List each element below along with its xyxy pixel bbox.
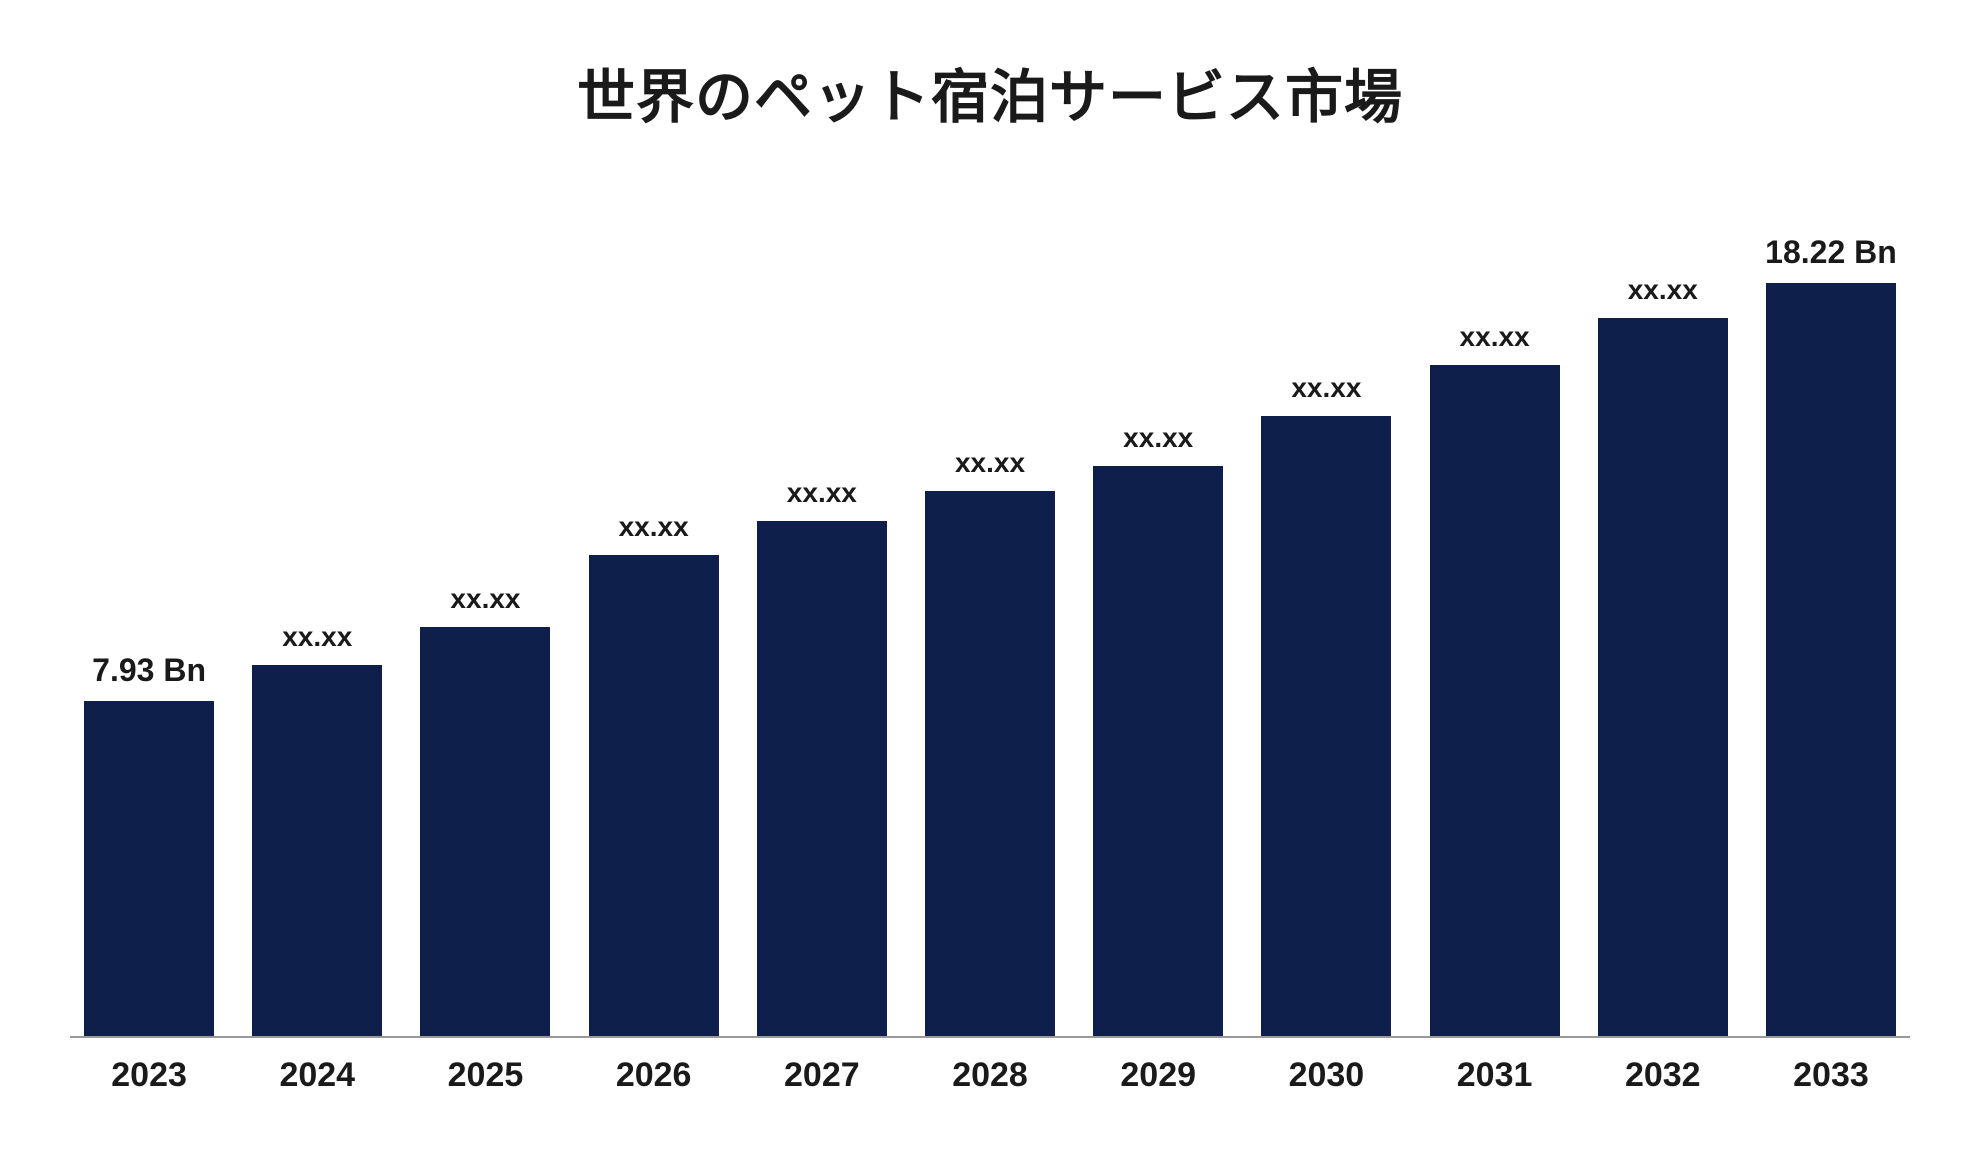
bar — [420, 627, 550, 1036]
bar — [1766, 283, 1896, 1036]
bar-value-label: 7.93 Bn — [92, 652, 206, 689]
bar-wrapper: xx.xx — [585, 234, 723, 1036]
bar-value-label: 18.22 Bn — [1765, 234, 1897, 271]
x-axis-label: 2032 — [1594, 1056, 1732, 1095]
bar-wrapper: xx.xx — [1257, 234, 1395, 1036]
chart-title: 世界のペット宿泊サービス市場 — [577, 50, 1403, 134]
x-axis-label: 2027 — [753, 1056, 891, 1095]
bar-wrapper: xx.xx — [753, 234, 891, 1036]
bar-wrapper: xx.xx — [416, 234, 554, 1036]
bar-wrapper: xx.xx — [921, 234, 1059, 1036]
bar — [757, 521, 887, 1036]
bar-wrapper: xx.xx — [248, 234, 386, 1036]
bar — [84, 701, 214, 1036]
x-axis-label: 2030 — [1257, 1056, 1395, 1095]
bar-wrapper: xx.xx — [1089, 234, 1227, 1036]
x-axis-label: 2033 — [1762, 1056, 1900, 1095]
bar — [1261, 416, 1391, 1036]
x-axis-label: 2029 — [1089, 1056, 1227, 1095]
bar-value-label: xx.xx — [619, 511, 689, 543]
bar — [1430, 365, 1560, 1036]
bar-value-label: xx.xx — [282, 621, 352, 653]
x-axis-label: 2024 — [248, 1056, 386, 1095]
bar-wrapper: xx.xx — [1426, 234, 1564, 1036]
x-axis-label: 2025 — [416, 1056, 554, 1095]
bar-value-label: xx.xx — [1123, 422, 1193, 454]
bar-value-label: xx.xx — [1460, 321, 1530, 353]
bar — [1598, 318, 1728, 1036]
bar — [252, 665, 382, 1036]
chart-container: 7.93 Bn xx.xx xx.xx xx.xx xx.xx xx.xx xx.xx xx.… — [70, 234, 1910, 1095]
x-axis-label: 2031 — [1426, 1056, 1564, 1095]
bar — [925, 491, 1055, 1036]
bar — [1093, 466, 1223, 1036]
x-axis-label: 2028 — [921, 1056, 1059, 1095]
bars-area: 7.93 Bn xx.xx xx.xx xx.xx xx.xx xx.xx xx.xx xx.… — [70, 234, 1910, 1038]
bar-value-label: xx.xx — [450, 583, 520, 615]
bar-value-label: xx.xx — [955, 447, 1025, 479]
bar-value-label: xx.xx — [1291, 372, 1361, 404]
bar-value-label: xx.xx — [787, 477, 857, 509]
x-axis-label: 2023 — [80, 1056, 218, 1095]
bar — [589, 555, 719, 1036]
bar-value-label: xx.xx — [1628, 274, 1698, 306]
x-axis-label: 2026 — [585, 1056, 723, 1095]
bar-wrapper: 18.22 Bn — [1762, 234, 1900, 1036]
x-axis: 2023 2024 2025 2026 2027 2028 2029 2030 2031 2032… — [70, 1038, 1910, 1095]
bar-wrapper: 7.93 Bn — [80, 234, 218, 1036]
bar-wrapper: xx.xx — [1594, 234, 1732, 1036]
